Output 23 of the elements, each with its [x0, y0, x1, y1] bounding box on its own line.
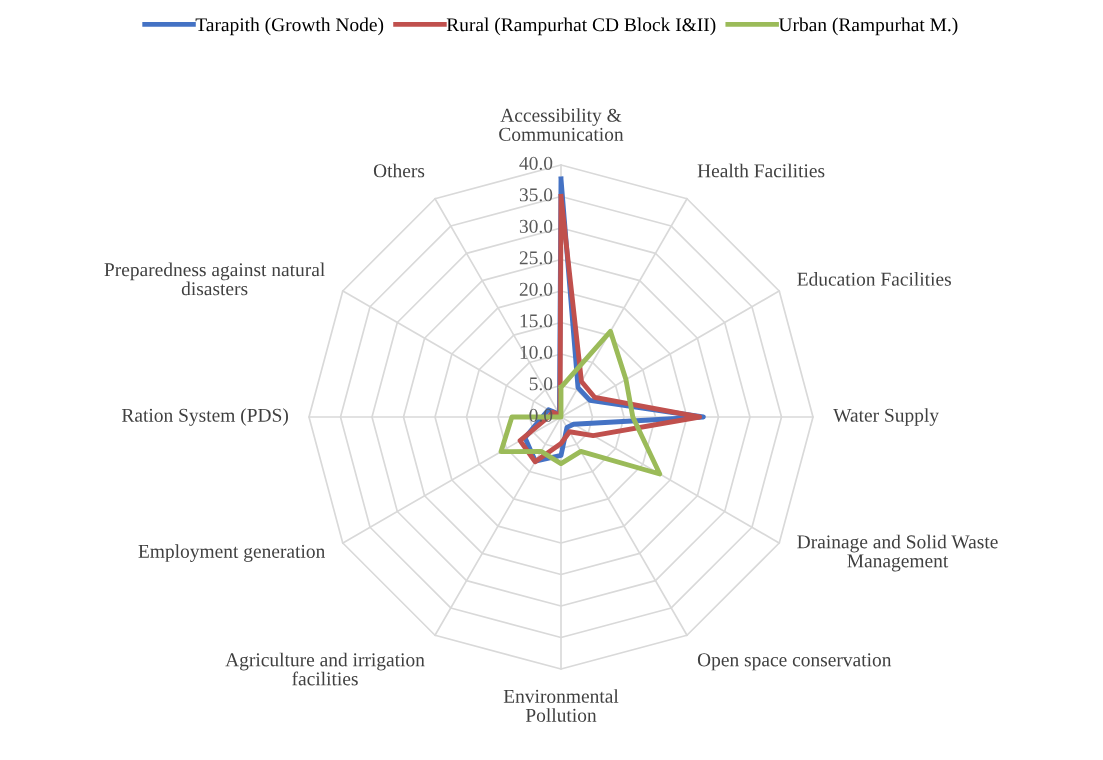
- legend-label: Rural (Rampurhat CD Block I&II): [446, 17, 716, 36]
- spoke-label: Environmental Pollution: [503, 689, 619, 722]
- spoke-label: Education Facilities: [797, 272, 951, 286]
- y-tick-label: 25.0: [519, 251, 553, 265]
- y-tick-label: 30.0: [519, 219, 553, 233]
- y-tick-label: 5.0: [529, 377, 553, 391]
- spoke-label: Ration System (PDS): [121, 408, 288, 426]
- y-tick-label: 35.0: [519, 188, 553, 202]
- y-tick-label: 20.0: [519, 282, 553, 296]
- spoke-label: Preparedness against natural disasters: [104, 262, 325, 296]
- spoke-label: Open space conservation: [697, 653, 892, 671]
- y-tick-label: 15.0: [520, 314, 553, 328]
- legend-label: Tarapith (Growth Node): [195, 17, 384, 36]
- spoke-label: Health Facilities: [697, 163, 825, 178]
- spoke-label: Water Supply: [833, 408, 939, 426]
- spoke-label: Others: [373, 163, 425, 178]
- spoke-label: Agriculture and irrigation facilities: [225, 652, 425, 686]
- y-tick-label: 10.0: [520, 345, 553, 359]
- spoke-label: Drainage and Solid Waste Management: [797, 534, 998, 572]
- spoke-label: Employment generation: [138, 544, 326, 562]
- spoke-label: Accessibility & Communication: [499, 108, 624, 141]
- y-tick-label: 40.0: [519, 156, 553, 170]
- legend-label: Urban (Rampurhat M.): [778, 17, 958, 36]
